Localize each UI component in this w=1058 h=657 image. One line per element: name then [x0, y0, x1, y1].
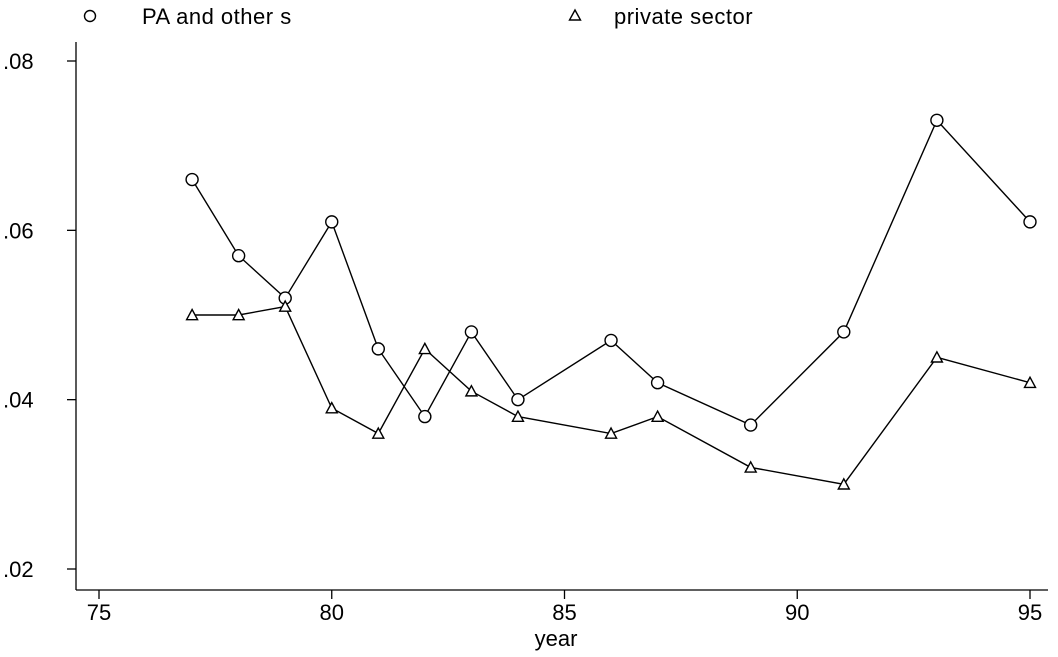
data-point-triangle [930, 350, 944, 363]
data-point-triangle [371, 426, 385, 439]
plot-area [185, 113, 1037, 490]
axes: .02 .04 .06 .08 75 80 85 90 95 year [3, 42, 1048, 651]
data-point-circle [418, 409, 432, 424]
legend-item-private-sector: private sector [568, 4, 753, 29]
y-tick-label: .04 [3, 388, 34, 413]
data-point-circle [744, 418, 758, 432]
x-tick-label: 95 [1018, 600, 1042, 625]
x-tick-label: 80 [320, 600, 344, 625]
y-tick-label: .08 [3, 49, 34, 74]
series-line [191, 119, 1031, 426]
y-tick-label: .02 [3, 557, 34, 582]
data-point-circle [325, 215, 339, 229]
data-point-circle [185, 172, 199, 187]
data-point-triangle [185, 308, 199, 321]
legend-label-pa-and-others: PA and other s [142, 4, 292, 29]
data-point-triangle [231, 308, 246, 321]
data-point-triangle [604, 426, 618, 439]
legend-item-pa-and-others: PA and other s [83, 4, 292, 29]
data-point-circle [371, 342, 385, 356]
data-point-triangle [418, 341, 432, 355]
data-point-circle [464, 325, 479, 339]
data-point-circle [604, 333, 618, 348]
legend: PA and other s private sector [83, 4, 753, 29]
data-point-triangle [650, 409, 665, 422]
y-ticks: .02 .04 .06 .08 [3, 49, 76, 582]
x-ticks: 75 80 85 90 95 [87, 590, 1042, 625]
data-point-triangle [325, 401, 339, 414]
series-pa-and-others [185, 113, 1037, 432]
data-point-triangle [1023, 375, 1037, 389]
legend-circle-marker-icon [83, 9, 97, 23]
y-tick-label: .06 [3, 218, 34, 243]
series-private-sector [185, 299, 1037, 490]
data-point-triangle [744, 460, 758, 473]
data-point-triangle [278, 299, 292, 312]
data-point-triangle [511, 409, 525, 422]
x-tick-label: 85 [552, 600, 576, 625]
legend-triangle-marker-icon [568, 8, 582, 21]
legend-label-private-sector: private sector [614, 4, 753, 29]
x-axis-label: year [535, 626, 578, 651]
data-point-circle [837, 325, 851, 339]
data-point-circle [930, 113, 944, 127]
data-point-circle [1023, 215, 1037, 229]
x-tick-label: 75 [87, 600, 111, 625]
data-point-triangle [464, 384, 479, 397]
data-point-circle [650, 376, 665, 390]
x-tick-label: 90 [785, 600, 809, 625]
series-line [192, 305, 1031, 486]
data-point-circle [511, 392, 525, 407]
data-point-circle [231, 249, 246, 263]
data-point-triangle [837, 477, 851, 490]
